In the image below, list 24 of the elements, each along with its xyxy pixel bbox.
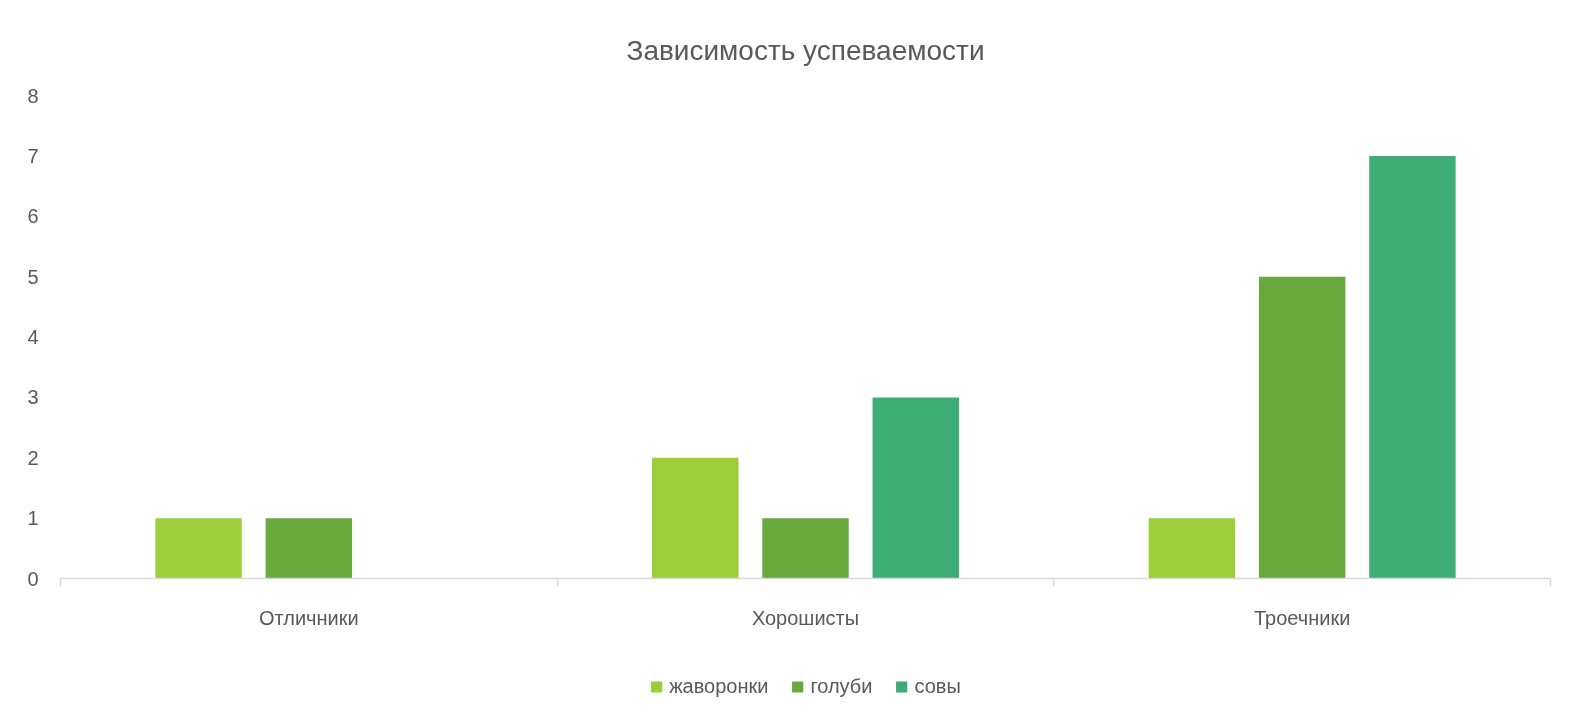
y-tick-label: 1 <box>27 507 39 530</box>
y-tick-label: 7 <box>27 144 39 167</box>
x-tick-label: Отличники <box>258 606 359 629</box>
legend-label: голуби <box>810 674 873 698</box>
bar <box>265 518 353 579</box>
y-tick-label: 3 <box>27 386 39 409</box>
bar <box>652 457 739 579</box>
x-tick-label: Троечники <box>1253 606 1351 629</box>
bar <box>1258 276 1346 579</box>
x-tick-label: Хорошисты <box>751 606 860 629</box>
y-tick-label: 2 <box>27 446 39 469</box>
bar <box>155 518 242 579</box>
legend-label: совы <box>914 674 961 698</box>
bar <box>872 397 959 579</box>
y-tick-label: 0 <box>27 567 39 590</box>
bar <box>762 518 849 579</box>
bar <box>1369 155 1456 579</box>
y-tick-label: 6 <box>27 205 39 228</box>
y-tick-label: 5 <box>27 265 39 288</box>
y-tick-label: 8 <box>27 84 39 107</box>
bar <box>1148 518 1236 579</box>
y-tick-label: 4 <box>27 326 39 348</box>
legend-label: жаворонки <box>669 674 769 698</box>
chart-title: Зависимость успеваемости <box>626 34 985 66</box>
